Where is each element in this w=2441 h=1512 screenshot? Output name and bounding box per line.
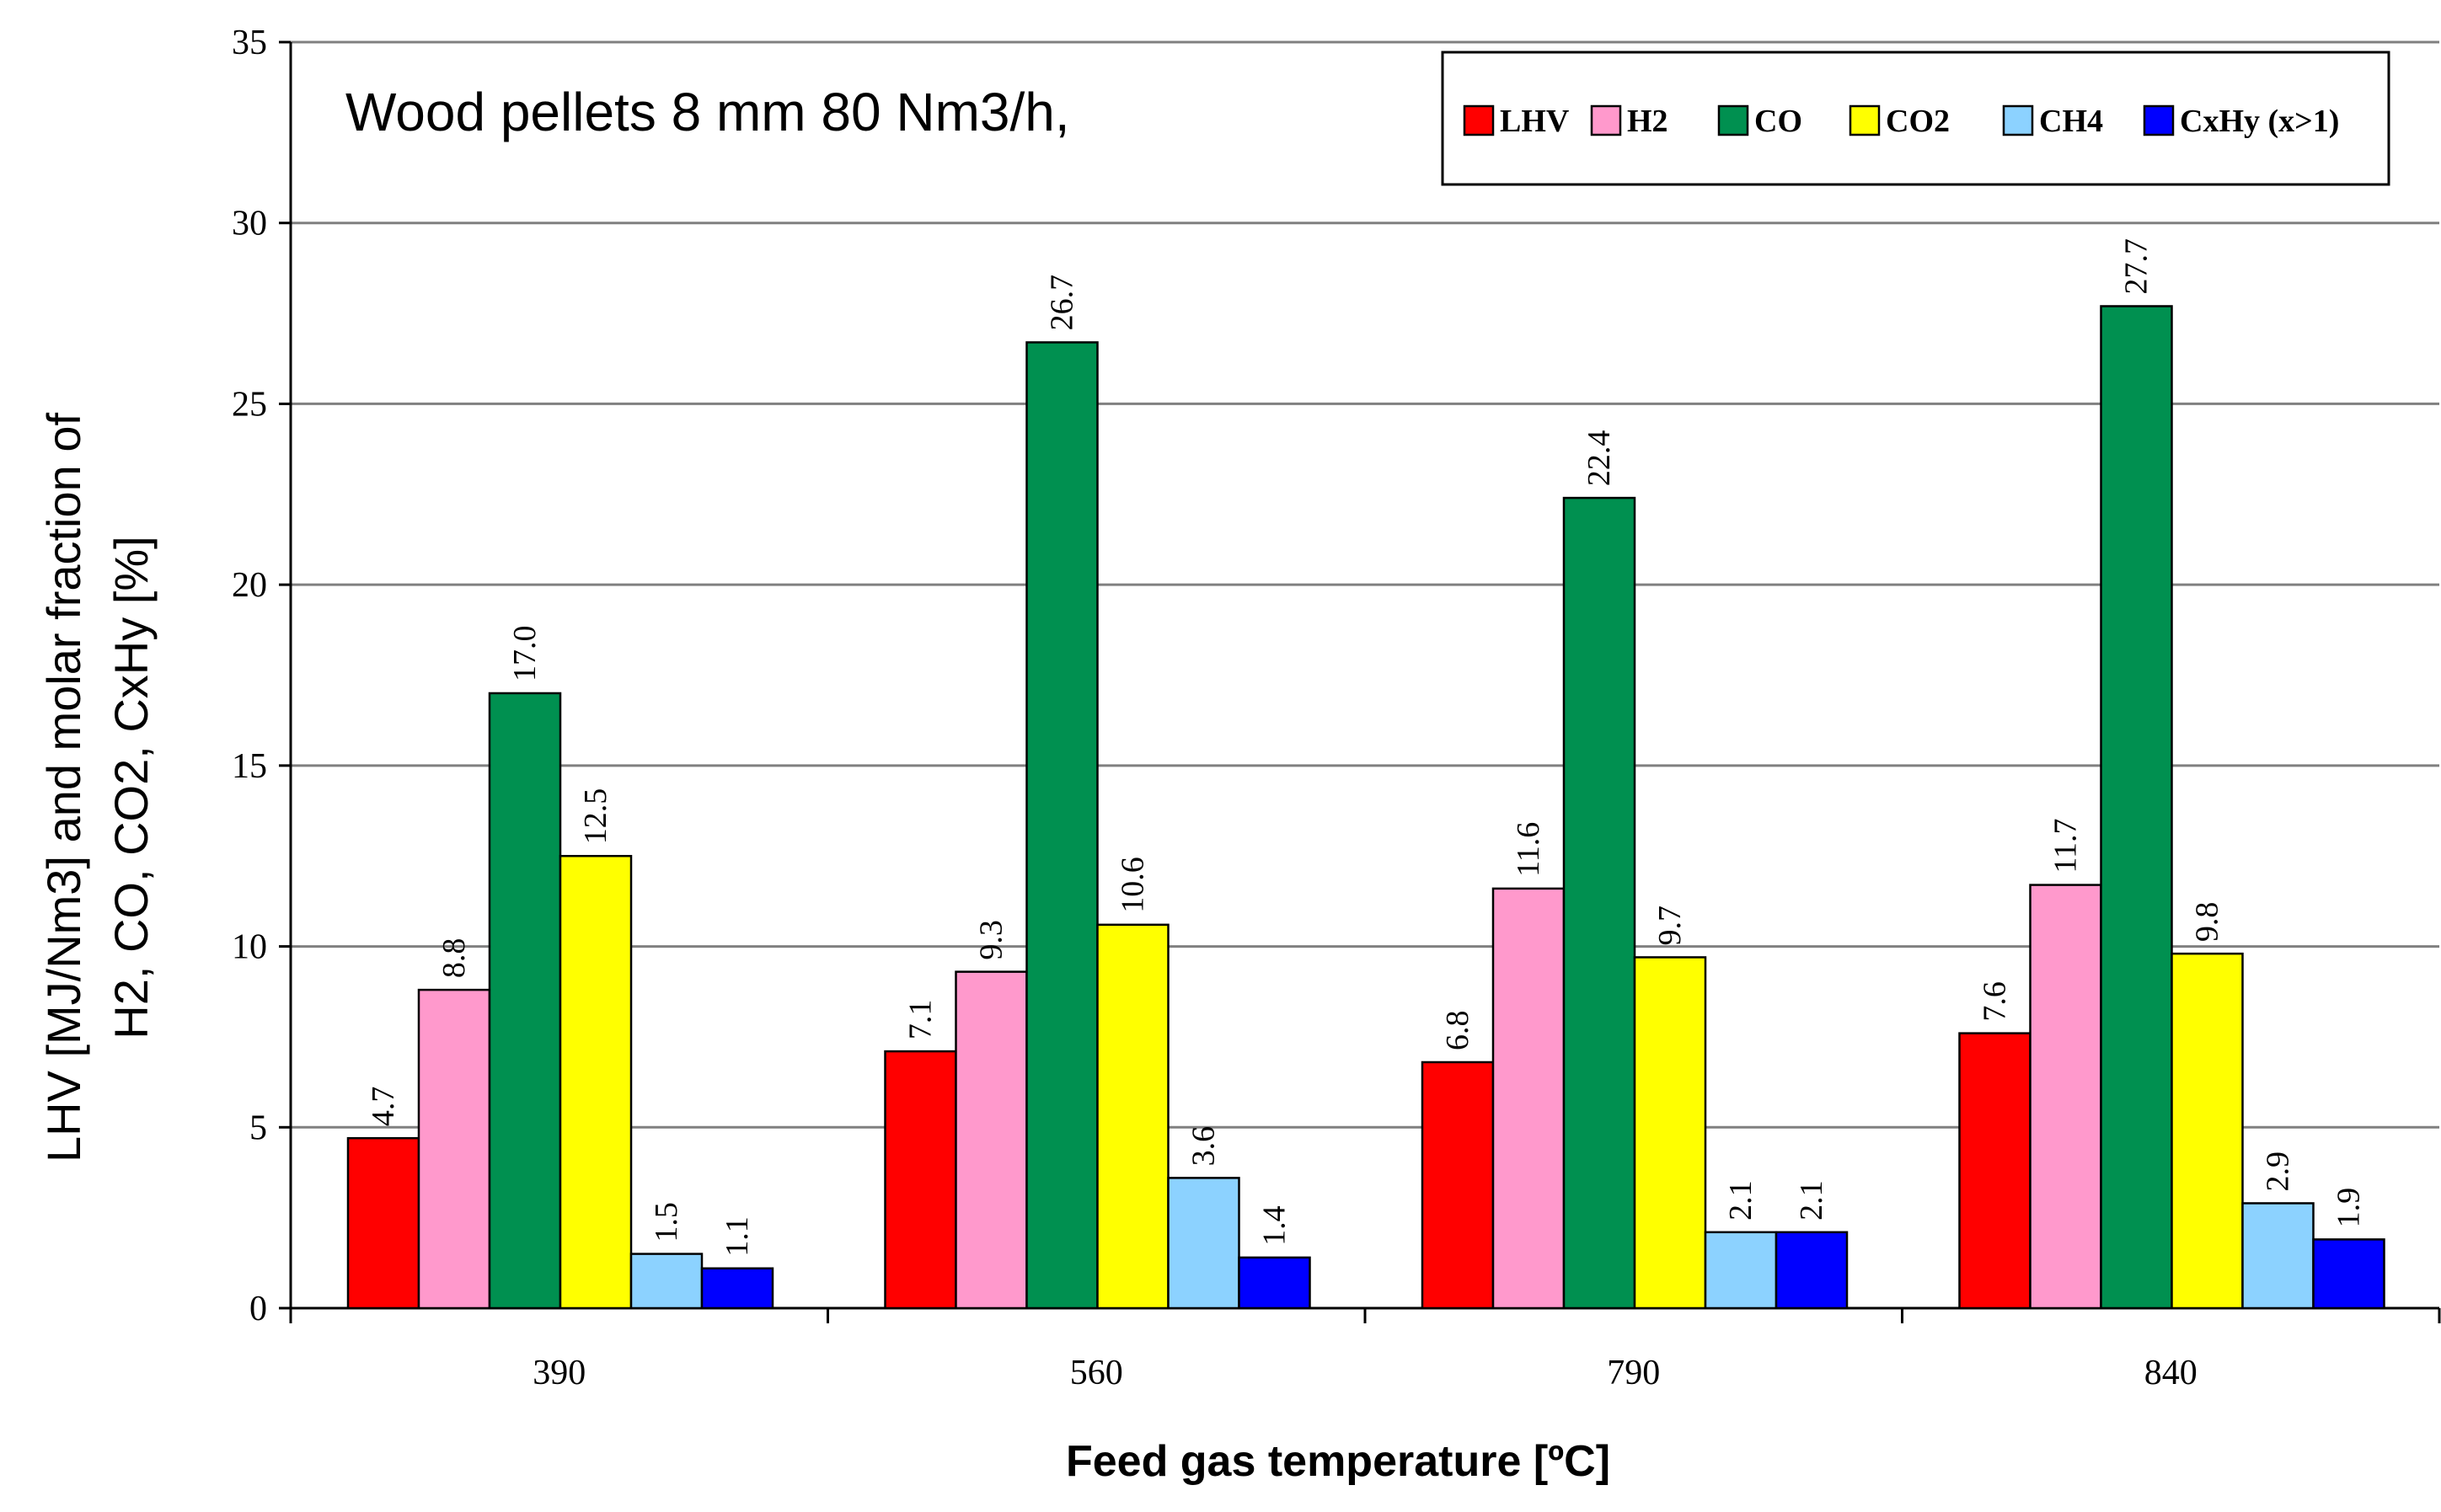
data-label: 27.7 (2119, 238, 2155, 295)
bar-lhv (346, 1136, 420, 1310)
data-label: 1.5 (649, 1202, 684, 1242)
bar-cxhy-x-1- (2312, 1238, 2385, 1310)
legend-swatch (2002, 104, 2034, 136)
bar-co2 (559, 854, 633, 1310)
legend-label: CxHy (x>1) (2180, 104, 2339, 139)
data-label: 1.9 (2331, 1188, 2367, 1228)
legend-label: CO (1754, 104, 1802, 139)
data-label: 17.0 (507, 625, 543, 681)
data-label: 8.8 (436, 938, 472, 979)
data-labels: 4.7 8.8 17.0 12.5 1.5 1.1 7.1 9.3 26.7 10.6 3.6 1.4… (366, 238, 2367, 1257)
data-label: 22.4 (1582, 430, 1617, 487)
data-label: 2.1 (1723, 1180, 1758, 1221)
y-axis-label-line-2: H2, CO, CO2, CxHy [%] (104, 536, 158, 1039)
bar-ch4 (2241, 1202, 2315, 1310)
data-label: 6.8 (1440, 1010, 1475, 1050)
y-tick-label: 35 (232, 24, 267, 62)
data-label: 9.3 (974, 920, 1009, 960)
data-label: 9.8 (2190, 902, 2225, 943)
data-label: 11.7 (2048, 818, 2084, 873)
y-tick-label: 20 (232, 566, 267, 605)
bar-co (2100, 305, 2173, 1310)
data-label: 2.9 (2261, 1151, 2296, 1192)
data-label: 3.6 (1186, 1126, 1222, 1167)
legend-label: H2 (1627, 104, 1668, 139)
legend-swatch (1590, 104, 1622, 136)
grid-lines (291, 40, 2439, 1129)
bar-h2 (417, 988, 491, 1310)
data-label: 9.7 (1652, 906, 1688, 946)
data-label: 12.5 (578, 788, 613, 845)
y-tick-label: 30 (232, 205, 267, 243)
bar-co2 (1096, 923, 1170, 1310)
data-label: 26.7 (1045, 275, 1080, 331)
data-label: 1.1 (720, 1216, 755, 1257)
legend-label: CH4 (2039, 104, 2103, 139)
x-tick-label: 390 (533, 1354, 586, 1392)
data-label: 4.7 (366, 1087, 401, 1127)
y-axis-label-line-1: LHV [MJ/Nm3] and molar fraction of (37, 413, 90, 1163)
bar-h2 (1491, 887, 1566, 1310)
data-label: 10.6 (1116, 857, 1151, 913)
y-tick-label: 5 (249, 1109, 267, 1147)
bar-ch4 (629, 1253, 704, 1310)
y-tick-label: 10 (232, 928, 267, 967)
bar-co2 (1633, 956, 1707, 1310)
bar-ch4 (1167, 1177, 1240, 1310)
bar-co2 (2171, 952, 2244, 1310)
legend-label: LHV (1500, 104, 1570, 139)
x-tick-label: 840 (2144, 1354, 2197, 1392)
bar-h2 (955, 970, 1028, 1310)
axes: 0 5 10 15 20 25 30 35 390 560 790 840 (232, 24, 2441, 1392)
x-axis-label: Feed gas temperature [ºC] (1066, 1437, 1610, 1486)
bars (346, 305, 2385, 1310)
legend: LHV H2 CO CO2 CH4 CxHy (x>1) (1441, 51, 2390, 186)
bar-h2 (2029, 884, 2102, 1310)
chart-annotation: Wood pellets 8 mm 80 Nm3/h, (345, 82, 1070, 142)
legend-label: CO2 (1886, 104, 1950, 139)
y-tick-label: 25 (232, 385, 267, 424)
x-tick-label: 790 (1607, 1354, 1660, 1392)
y-tick-label: 15 (232, 747, 267, 786)
bar-cxhy-x-1- (1238, 1256, 1311, 1310)
bar-lhv (884, 1050, 957, 1310)
bar-lhv (1421, 1061, 1495, 1310)
data-label: 7.6 (1978, 981, 2013, 1022)
legend-swatch (1849, 104, 1881, 136)
legend-swatch (1717, 104, 1749, 136)
legend-swatch (2143, 104, 2175, 136)
bar-lhv (1958, 1032, 2031, 1310)
y-tick-label: 0 (249, 1290, 267, 1328)
bar-cxhy-x-1- (700, 1267, 774, 1310)
bar-co (1562, 496, 1636, 1310)
data-label: 1.4 (1257, 1205, 1293, 1246)
data-label: 7.1 (903, 1000, 939, 1040)
x-tick-label: 560 (1070, 1354, 1123, 1392)
bar-cxhy-x-1- (1775, 1231, 1849, 1310)
bar-co (488, 692, 562, 1310)
y-axis-label: LHV [MJ/Nm3] and molar fraction of H2, C… (37, 413, 158, 1163)
legend-swatch (1463, 104, 1495, 136)
data-label: 2.1 (1794, 1180, 1829, 1221)
bar-co (1025, 341, 1099, 1310)
bar-ch4 (1704, 1231, 1778, 1310)
data-label: 11.6 (1511, 822, 1546, 877)
